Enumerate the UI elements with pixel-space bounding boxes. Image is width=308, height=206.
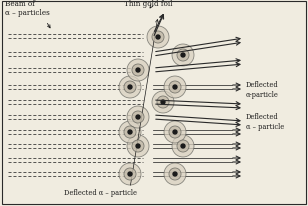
Circle shape xyxy=(124,82,136,94)
Circle shape xyxy=(169,82,181,94)
Circle shape xyxy=(152,91,174,114)
Circle shape xyxy=(128,130,132,134)
Circle shape xyxy=(127,60,149,82)
Circle shape xyxy=(161,101,165,104)
Circle shape xyxy=(132,111,144,123)
Text: Deflected α – particle: Deflected α – particle xyxy=(63,188,136,196)
Circle shape xyxy=(173,86,177,90)
Circle shape xyxy=(127,135,149,157)
Circle shape xyxy=(119,121,141,143)
Circle shape xyxy=(173,172,177,176)
Circle shape xyxy=(152,32,164,44)
Circle shape xyxy=(164,77,186,98)
Circle shape xyxy=(164,163,186,185)
Circle shape xyxy=(173,130,177,134)
Circle shape xyxy=(119,77,141,98)
Circle shape xyxy=(147,27,169,49)
Circle shape xyxy=(164,121,186,143)
Circle shape xyxy=(169,168,181,180)
Circle shape xyxy=(172,45,194,67)
Text: Deflected
α – particle: Deflected α – particle xyxy=(246,113,284,130)
Circle shape xyxy=(132,140,144,152)
Circle shape xyxy=(177,50,189,62)
Circle shape xyxy=(181,54,185,58)
Circle shape xyxy=(127,107,149,128)
Circle shape xyxy=(124,126,136,138)
Circle shape xyxy=(124,168,136,180)
Text: Thin gold foil: Thin gold foil xyxy=(124,0,172,8)
Circle shape xyxy=(128,172,132,176)
Circle shape xyxy=(136,115,140,119)
Circle shape xyxy=(128,86,132,90)
Circle shape xyxy=(172,135,194,157)
Text: Deflected
α-particle: Deflected α-particle xyxy=(246,81,279,98)
Text: Beam of
α – particles: Beam of α – particles xyxy=(5,0,50,17)
Circle shape xyxy=(132,65,144,77)
Circle shape xyxy=(177,140,189,152)
Circle shape xyxy=(156,36,160,40)
Circle shape xyxy=(136,69,140,73)
Circle shape xyxy=(181,144,185,148)
Circle shape xyxy=(157,96,169,109)
Circle shape xyxy=(119,163,141,185)
Circle shape xyxy=(169,126,181,138)
Circle shape xyxy=(136,144,140,148)
